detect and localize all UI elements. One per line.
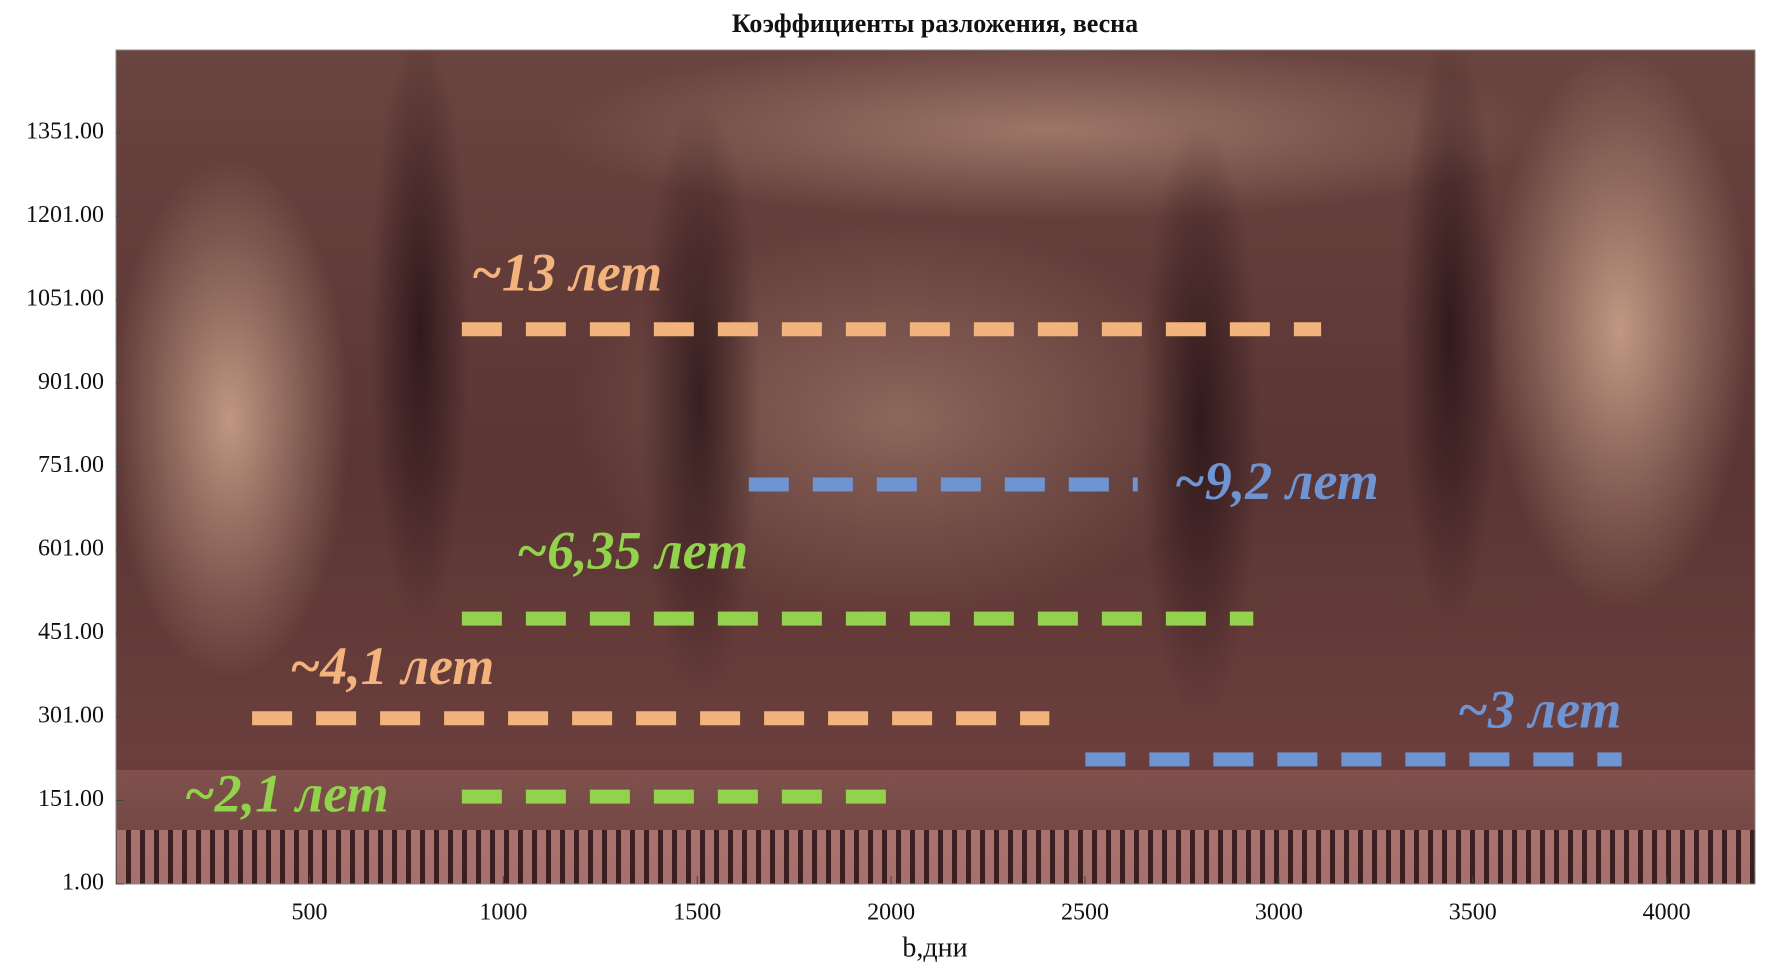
y-tick-label: 1051.00 — [26, 285, 104, 311]
y-tick-label: 1.00 — [62, 870, 104, 896]
x-tick-label: 3000 — [1255, 900, 1303, 926]
x-tick-label: 3500 — [1449, 900, 1497, 926]
y-tick-label: 901.00 — [38, 369, 104, 395]
x-tick-label: 1000 — [479, 900, 527, 926]
period-label: ~2,1 лет — [184, 763, 389, 823]
y-tick-label: 1351.00 — [26, 118, 104, 144]
y-tick-label: 301.00 — [38, 703, 104, 729]
x-tick-label: 500 — [291, 900, 327, 926]
x-tick-label: 2000 — [867, 900, 915, 926]
period-label: ~9,2 лет — [1174, 451, 1379, 511]
period-label: ~3 лет — [1457, 680, 1621, 740]
x-tick-label: 2500 — [1061, 900, 1109, 926]
x-tick-label: 4000 — [1643, 900, 1691, 926]
period-label: ~13 лет — [471, 243, 662, 303]
y-tick-label: 751.00 — [38, 452, 104, 478]
x-axis-label: b,дни — [902, 932, 967, 963]
period-label: ~4,1 лет — [290, 636, 495, 696]
period-label: ~6,35 лет — [516, 521, 748, 581]
chart: Коэффициенты разложения, весна b,дни 1.0… — [0, 0, 1779, 977]
y-tick-label: 151.00 — [38, 786, 104, 812]
y-tick-label: 451.00 — [38, 619, 104, 645]
y-tick-label: 601.00 — [38, 536, 104, 562]
chart-title: Коэффициенты разложения, весна — [732, 9, 1138, 38]
x-tick-label: 1500 — [673, 900, 721, 926]
y-tick-label: 1201.00 — [26, 202, 104, 228]
